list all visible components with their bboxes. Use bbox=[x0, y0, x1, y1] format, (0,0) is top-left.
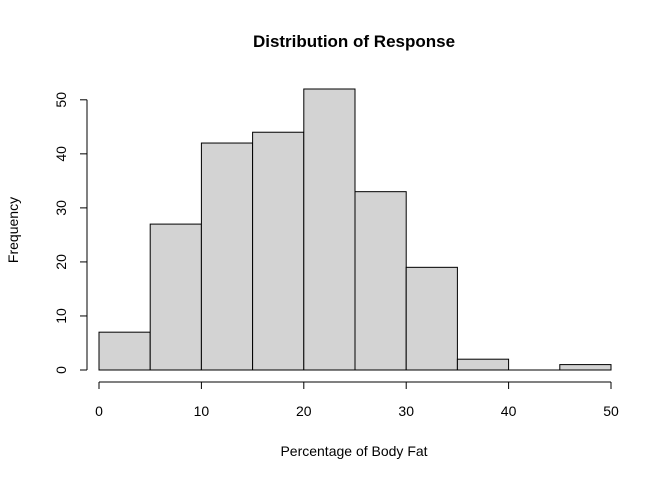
histogram-bar-4 bbox=[303, 88, 356, 371]
x-tick-label-30: 30 bbox=[398, 403, 414, 419]
histogram-bar-7 bbox=[456, 358, 510, 371]
histogram-bar-1 bbox=[149, 223, 202, 371]
bars-group bbox=[98, 88, 612, 371]
histogram-bar-3 bbox=[252, 131, 305, 371]
chart-title: Distribution of Response bbox=[253, 32, 455, 51]
y-axis-label: Frequency bbox=[5, 197, 21, 263]
histogram-bar-2 bbox=[200, 142, 254, 371]
y-tick-label-10: 10 bbox=[53, 308, 69, 324]
histogram-bar-6 bbox=[405, 266, 458, 371]
y-tick-label-0: 0 bbox=[53, 366, 69, 374]
y-axis: 0 10 20 30 40 50 bbox=[53, 92, 88, 374]
histogram-bar-5 bbox=[354, 191, 407, 371]
x-tick-label-50: 50 bbox=[603, 403, 619, 419]
x-tick-label-0: 0 bbox=[95, 403, 103, 419]
histogram-bar-9 bbox=[559, 364, 612, 371]
x-tick-label-40: 40 bbox=[501, 403, 517, 419]
x-axis: 0 10 20 30 40 50 bbox=[95, 381, 619, 419]
y-tick-label-50: 50 bbox=[53, 92, 69, 108]
x-axis-label: Percentage of Body Fat bbox=[280, 443, 427, 459]
x-tick-label-10: 10 bbox=[194, 403, 210, 419]
y-tick-label-20: 20 bbox=[53, 254, 69, 270]
y-tick-label-40: 40 bbox=[53, 146, 69, 162]
y-tick-label-30: 30 bbox=[53, 200, 69, 216]
histogram-bar-0 bbox=[98, 331, 151, 371]
x-tick-label-20: 20 bbox=[296, 403, 312, 419]
